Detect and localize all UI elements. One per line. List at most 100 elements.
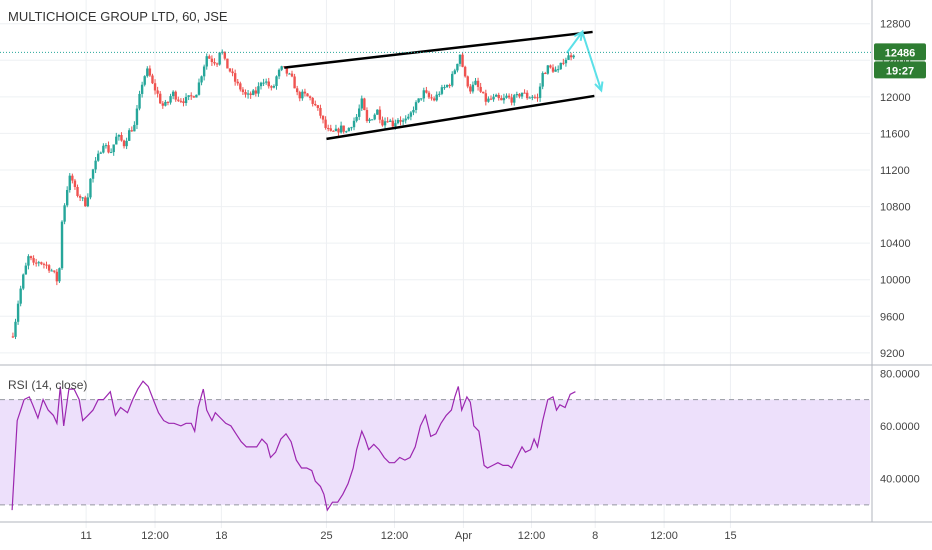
candle-body	[306, 93, 309, 97]
time-tick-label: 11	[80, 530, 91, 542]
candle-body	[99, 152, 102, 154]
candle-body	[357, 108, 361, 117]
candle-body	[264, 81, 268, 83]
candle-body	[482, 91, 485, 94]
candle-body	[352, 120, 356, 128]
candle-body	[128, 130, 131, 141]
candle-body	[164, 101, 167, 106]
candle-body	[169, 96, 172, 103]
time-tick-label: Apr	[455, 530, 472, 542]
candle-body	[381, 119, 384, 126]
price-gridlines	[0, 0, 932, 528]
time-tick-label: 12:00	[650, 530, 678, 542]
candle-body	[231, 71, 234, 74]
candle-body	[78, 195, 82, 198]
candle-body	[319, 107, 322, 116]
candle-body	[215, 63, 219, 65]
candle-body	[461, 54, 464, 67]
candle-body	[153, 83, 157, 91]
candle-body	[476, 80, 480, 87]
candle-body	[257, 86, 260, 94]
candle-body	[40, 262, 43, 264]
candle-body	[448, 84, 451, 86]
candle-body	[252, 90, 255, 95]
candle-body	[469, 86, 472, 92]
candle-body	[122, 140, 126, 147]
candle-body	[42, 263, 46, 265]
candle-body	[233, 73, 237, 82]
candle-body	[368, 119, 371, 122]
candle-body	[572, 55, 575, 58]
candle-body	[360, 98, 363, 109]
candle-body	[314, 103, 317, 106]
candle-body	[55, 271, 59, 282]
candle-body	[202, 66, 206, 77]
candle-body	[277, 69, 281, 77]
channel-upper-line	[284, 30, 593, 69]
candle-body	[91, 169, 95, 179]
rsi-tick-label: 80.0000	[880, 368, 920, 380]
candle-body	[365, 110, 369, 122]
time-tick-label: 18	[215, 530, 227, 542]
candle-body	[94, 160, 97, 170]
countdown-badge	[874, 61, 926, 79]
candle-body	[518, 94, 521, 97]
price-tick-label: 9600	[880, 311, 904, 323]
candle-body	[339, 125, 343, 133]
candle-body	[399, 119, 402, 122]
candle-body	[200, 76, 203, 83]
candle-body	[32, 258, 35, 263]
candle-body	[275, 76, 278, 87]
rsi-band-fill	[0, 399, 870, 505]
candle-body	[396, 119, 400, 124]
candle-body	[334, 128, 338, 132]
candle-body	[303, 91, 307, 94]
rsi-tick-label: 60.0000	[880, 421, 920, 433]
candle-body	[285, 67, 289, 74]
price-tick-label: 10800	[880, 202, 911, 214]
candle-body	[531, 96, 534, 98]
candle-body	[182, 101, 185, 104]
candle-body	[53, 270, 56, 272]
candle-body	[84, 197, 87, 207]
candle-body	[236, 81, 239, 84]
price-tick-label: 12000	[880, 92, 911, 104]
candle-body	[489, 98, 493, 100]
candle-body	[355, 116, 358, 121]
candle-body	[502, 97, 506, 101]
candle-body	[533, 96, 537, 98]
candle-body	[409, 112, 413, 117]
candle-body	[321, 115, 325, 120]
candle-body	[337, 128, 340, 133]
candle-body	[453, 70, 457, 74]
candle-body	[308, 96, 312, 98]
current-price-label: 12486	[885, 47, 916, 59]
candle-body	[463, 66, 467, 77]
time-tick-label: 12:00	[381, 530, 409, 542]
candle-body	[311, 97, 314, 104]
candle-body	[471, 84, 475, 92]
candle-body	[205, 56, 208, 67]
candle-body	[239, 83, 242, 90]
candle-body	[347, 128, 351, 132]
candle-body	[187, 95, 190, 97]
candle-body	[487, 98, 490, 102]
price-tick-label: 12800	[880, 19, 911, 31]
channel-overlays	[0, 29, 872, 141]
candle-body	[102, 145, 105, 153]
candle-body	[115, 136, 118, 145]
candle-body	[414, 102, 418, 110]
candle-body	[140, 84, 144, 94]
candle-body	[161, 103, 165, 106]
candle-body	[494, 94, 498, 97]
time-tick-label: 12:00	[141, 530, 169, 542]
candle-body	[525, 92, 529, 99]
candle-body	[544, 73, 547, 75]
candle-body	[138, 93, 141, 109]
candle-body	[45, 264, 48, 266]
candle-body	[63, 205, 66, 222]
time-tick-label: 15	[724, 530, 736, 542]
candle-body	[171, 91, 175, 97]
candle-body	[270, 86, 273, 88]
